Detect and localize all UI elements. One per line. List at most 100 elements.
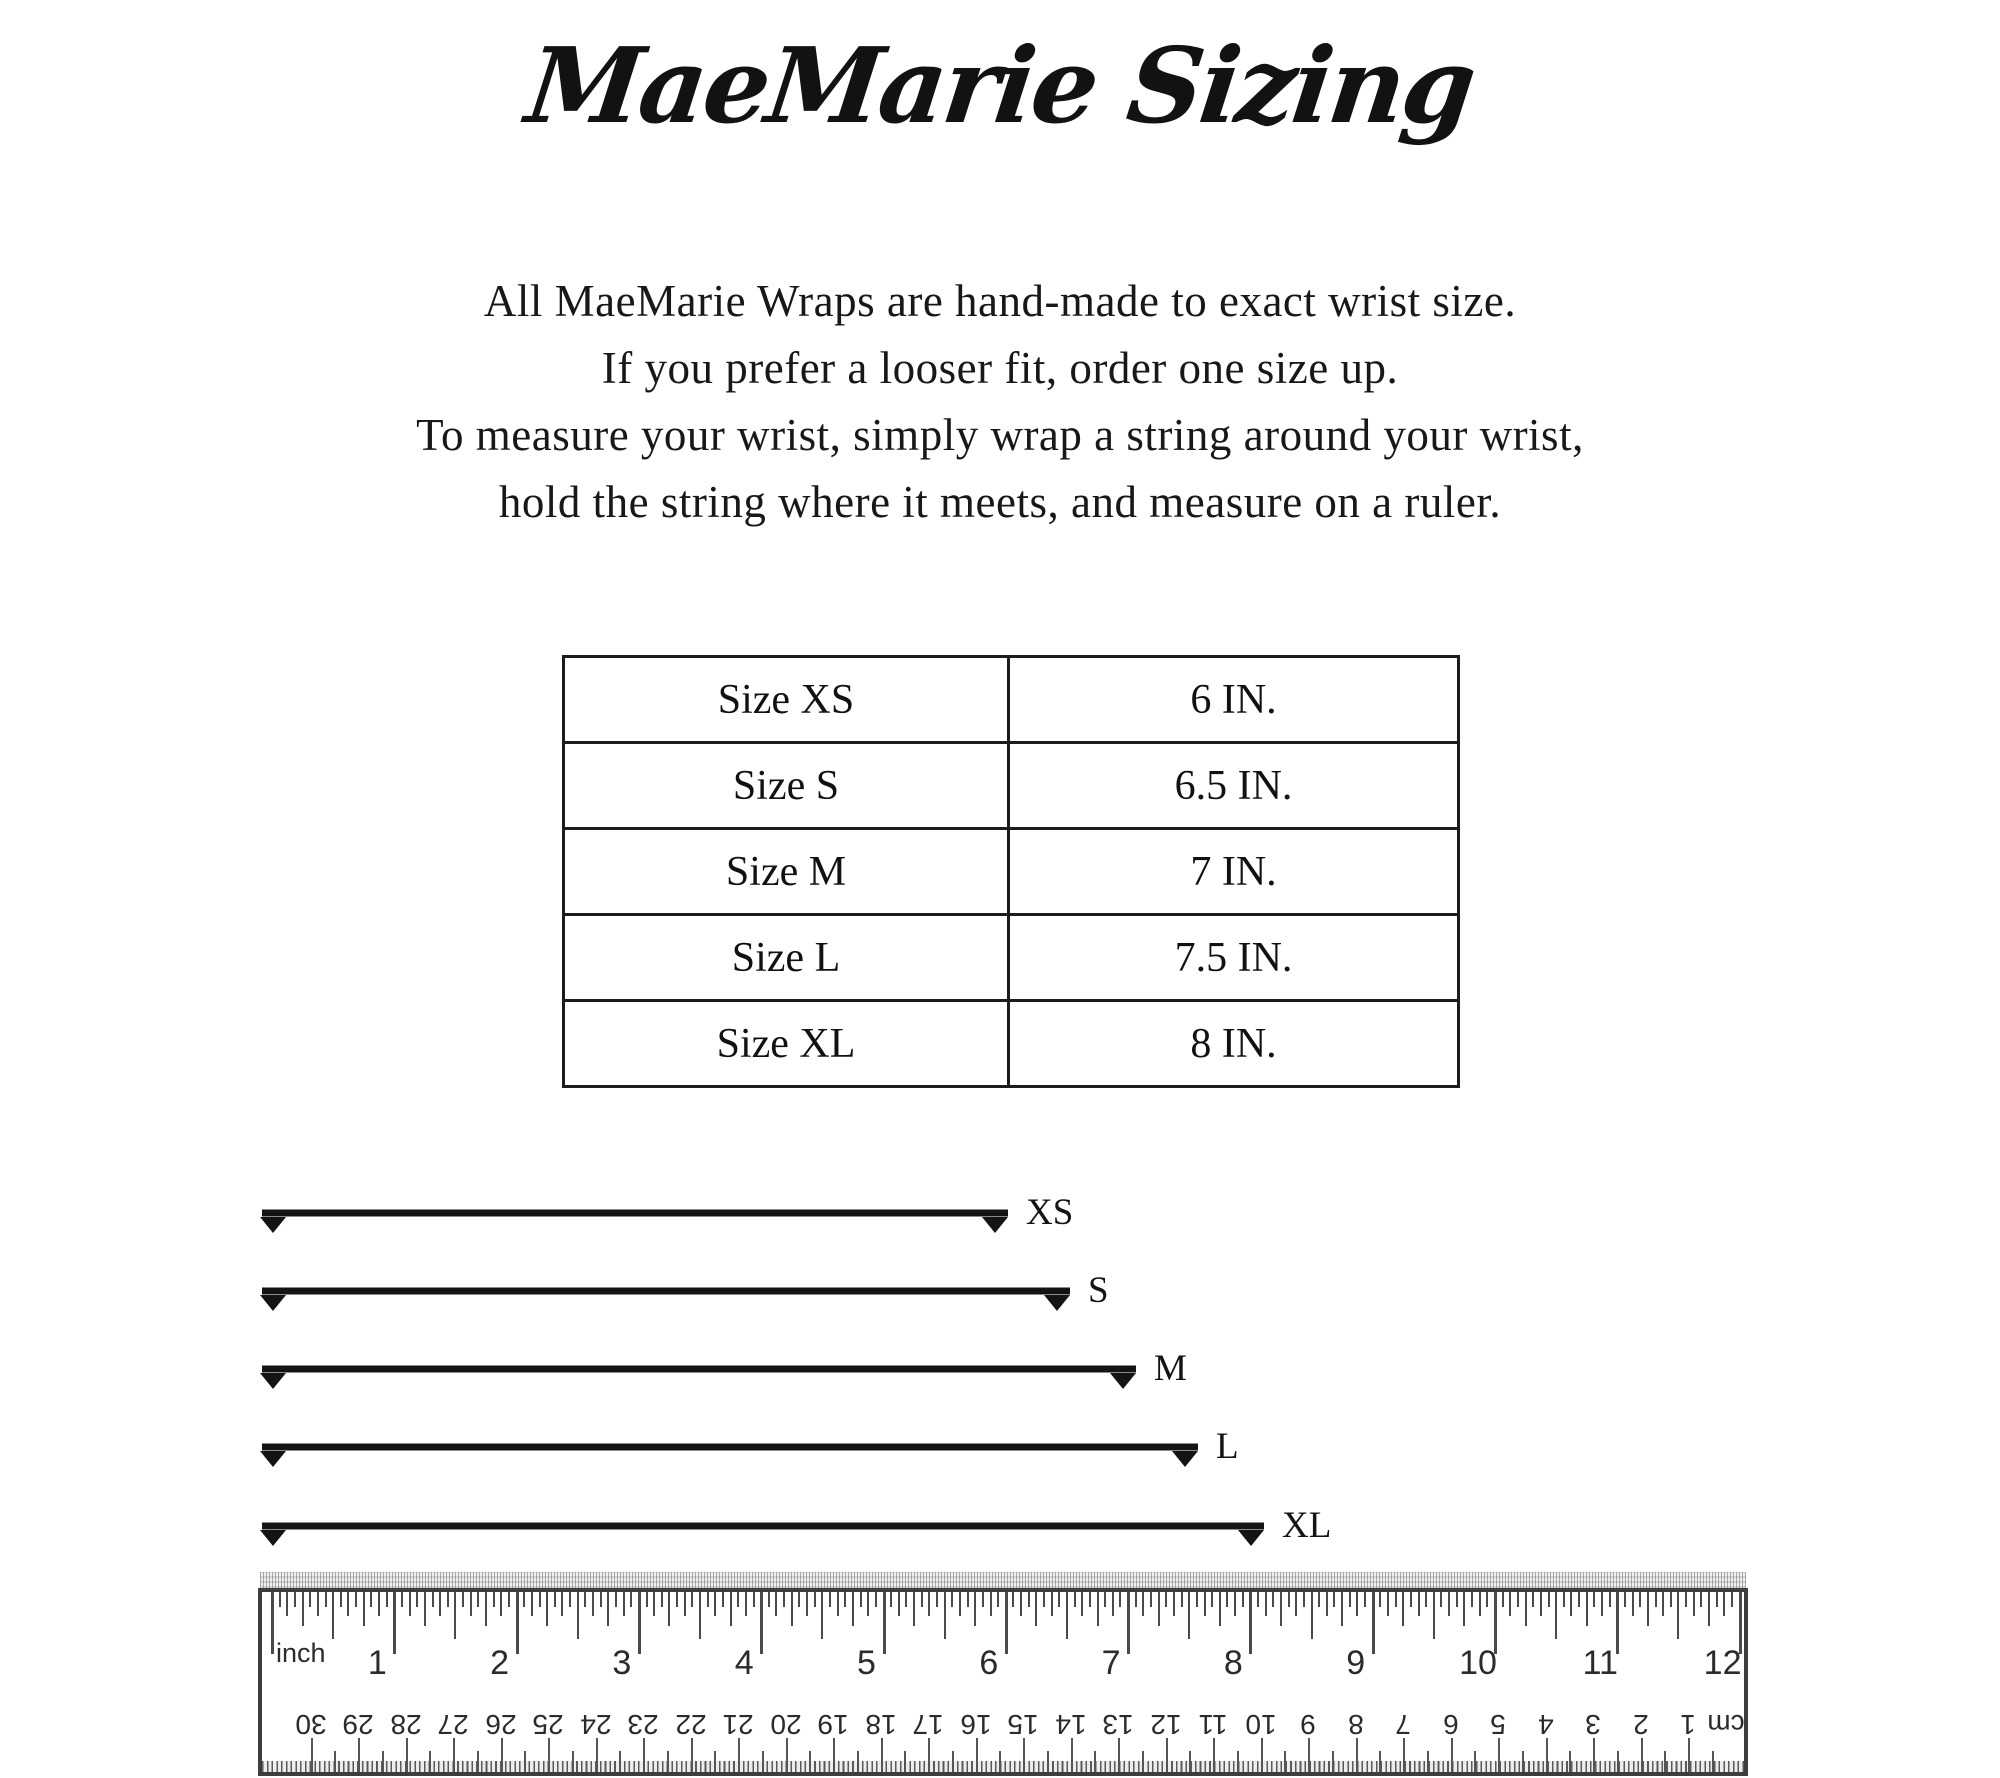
size-arrow-label: M <box>1154 1348 1187 1389</box>
half-cm-tick <box>761 1751 764 1772</box>
inch-tick <box>1730 1592 1733 1607</box>
inch-tick <box>462 1592 465 1607</box>
inch-tick <box>599 1592 602 1607</box>
inch-tick <box>1150 1592 1153 1607</box>
cm-tick <box>1165 1738 1168 1772</box>
inch-tick <box>1486 1592 1489 1607</box>
intro-line: All MaeMarie Wraps are hand-made to exac… <box>483 276 1517 326</box>
inch-tick <box>1027 1592 1030 1607</box>
inch-tick <box>714 1592 717 1616</box>
inch-tick <box>1715 1592 1718 1607</box>
inch-tick <box>1662 1592 1665 1616</box>
cm-number: 23 <box>627 1709 659 1740</box>
cm-tick <box>358 1738 360 1772</box>
inch-tick <box>676 1592 679 1607</box>
inch-tick <box>1593 1592 1596 1607</box>
inch-tick <box>1601 1592 1603 1616</box>
half-cm-tick <box>619 1751 622 1772</box>
inch-tick <box>1180 1592 1183 1607</box>
cm-number: 30 <box>294 1709 327 1740</box>
inch-tick <box>836 1592 839 1616</box>
inch-tick <box>867 1592 870 1616</box>
inch-tick <box>1608 1592 1611 1607</box>
inch-tick <box>1134 1592 1137 1607</box>
inch-tick <box>1562 1592 1565 1607</box>
cm-tick <box>1118 1738 1120 1772</box>
inch-tick <box>1333 1592 1336 1607</box>
cm-tick <box>1213 1738 1215 1772</box>
inch-tick <box>515 1592 519 1654</box>
half-cm-tick <box>1284 1751 1287 1772</box>
inch-tick <box>1448 1592 1451 1616</box>
inch-number: 9 <box>1346 1644 1366 1682</box>
half-cm-tick <box>1474 1751 1477 1772</box>
cm-number: 6 <box>1442 1709 1459 1740</box>
half-cm-tick <box>856 1751 859 1772</box>
inch-tick <box>1639 1592 1642 1607</box>
intro-line: To measure your wrist, simply wrap a str… <box>416 410 1584 460</box>
size-arrow-label: L <box>1216 1426 1239 1467</box>
inch-tick <box>576 1592 579 1639</box>
inch-tick <box>1524 1592 1527 1626</box>
cm-number: 19 <box>817 1709 849 1740</box>
cm-number: 11 <box>1198 1709 1228 1740</box>
inch-tick <box>783 1592 786 1607</box>
inch-tick <box>1157 1592 1160 1626</box>
inch-tick <box>1257 1592 1260 1607</box>
inch-tick <box>660 1592 663 1607</box>
inch-tick <box>997 1592 1000 1607</box>
inch-tick <box>1402 1592 1405 1626</box>
cm-number: 22 <box>674 1709 707 1740</box>
inch-tick <box>1172 1592 1175 1616</box>
half-cm-tick <box>1236 1751 1239 1772</box>
half-cm-tick <box>476 1751 479 1772</box>
inch-tick <box>1455 1592 1458 1607</box>
inch-tick <box>1685 1592 1688 1607</box>
inch-tick <box>1279 1592 1282 1626</box>
table-row: Size L 7.5 IN. <box>565 913 1457 999</box>
cm-number: 3 <box>1585 1709 1601 1740</box>
inch-tick <box>347 1592 350 1616</box>
inch-tick <box>790 1592 793 1626</box>
inch-tick <box>1669 1592 1672 1607</box>
inch-tick <box>355 1592 358 1607</box>
cm-tick <box>928 1738 930 1772</box>
cm-tick <box>1593 1738 1595 1772</box>
intro-line: hold the string where it meets, and meas… <box>498 477 1502 527</box>
inch-tick <box>1004 1592 1008 1654</box>
inch-number: 12 <box>1703 1644 1742 1682</box>
cm-number: 2 <box>1632 1709 1649 1740</box>
inch-tick <box>905 1592 908 1607</box>
inch-tick <box>1692 1592 1695 1616</box>
size-arrow-label: XS <box>1026 1192 1074 1233</box>
inch-tick <box>1249 1592 1253 1654</box>
inch-tick <box>400 1592 403 1607</box>
cm-tick <box>1498 1738 1500 1772</box>
table-row: Size M 7 IN. <box>565 827 1457 913</box>
inch-tick <box>1371 1592 1375 1654</box>
half-cm-tick <box>381 1751 384 1772</box>
inch-tick <box>622 1592 625 1616</box>
inch-tick <box>981 1592 984 1607</box>
inch-tick <box>316 1592 319 1616</box>
cm-tick <box>500 1738 503 1772</box>
intro-text: All MaeMarie Wraps are hand-made to exac… <box>0 268 2000 536</box>
inch-tick <box>775 1592 778 1616</box>
size-arrow-label: XL <box>1282 1505 1332 1546</box>
cm-number: 28 <box>389 1709 422 1740</box>
cm-tick <box>1070 1738 1073 1772</box>
inch-tick <box>859 1592 862 1607</box>
inch-tick <box>958 1592 961 1616</box>
inch-tick <box>477 1592 480 1607</box>
inch-tick <box>1654 1592 1657 1607</box>
inch-tick <box>286 1592 289 1616</box>
inch-tick <box>339 1592 342 1607</box>
cm-number: 5 <box>1490 1709 1506 1740</box>
inch-tick <box>729 1592 732 1626</box>
half-cm-tick <box>1141 1751 1144 1772</box>
inch-tick <box>1708 1592 1711 1626</box>
half-cm-tick <box>1616 1751 1619 1772</box>
inch-tick <box>974 1592 977 1626</box>
cm-tick <box>880 1738 883 1772</box>
